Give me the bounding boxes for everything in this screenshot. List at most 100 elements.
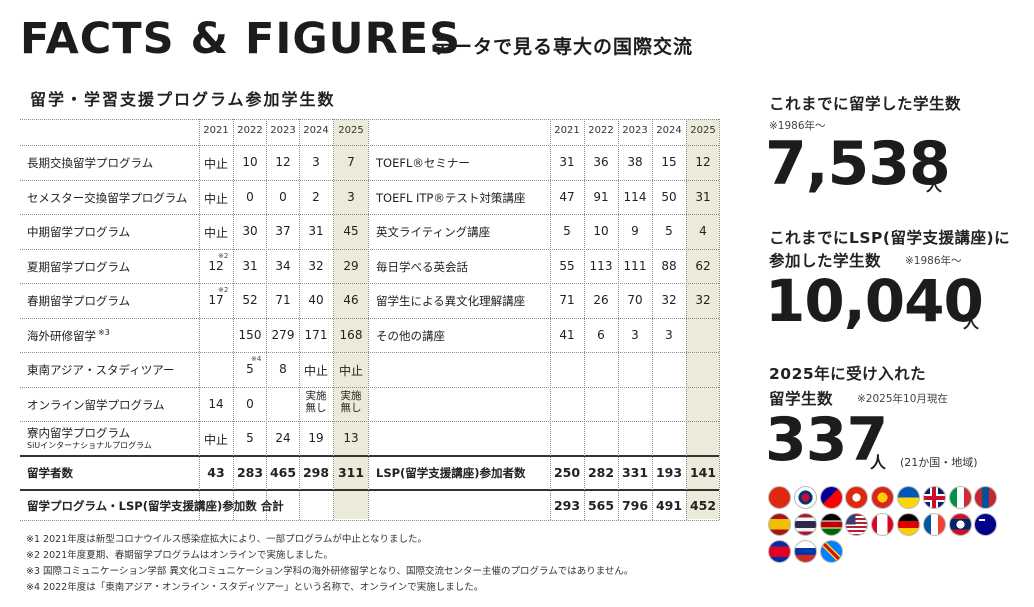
table-cell: 113 — [589, 259, 613, 273]
year-header: 2022 — [588, 125, 614, 136]
section-title: 留学・学習支援プログラム参加学生数 — [30, 90, 336, 109]
stat-unit: 人 — [870, 453, 887, 472]
table-cell: 15 — [661, 155, 677, 169]
table-cell: 12 — [695, 155, 711, 169]
total-cell: 43 — [207, 465, 225, 480]
flag-australia-icon — [974, 513, 998, 536]
course-label: TOEFL®セミナー — [376, 156, 470, 170]
year-header: 2022 — [237, 125, 263, 136]
flag-united-states-icon — [845, 513, 869, 536]
flag-south-korea-icon — [793, 486, 817, 509]
total-label: LSP(留学支援講座)参加者数 — [376, 466, 526, 480]
total-cell: 331 — [621, 465, 649, 480]
table-cell: 0 — [246, 190, 254, 204]
table-cell: 36 — [593, 155, 609, 169]
row-divider — [20, 283, 719, 284]
table-cell: 168 — [339, 328, 363, 342]
program-label: 夏期留学プログラム — [27, 260, 131, 274]
table-cell: 5 — [563, 224, 571, 238]
table-cell: 19 — [308, 431, 324, 445]
table-cell: 6 — [597, 328, 605, 342]
grand-total-cell: 452 — [689, 498, 717, 513]
footnote-marker: ※4 — [251, 355, 262, 363]
column-divider — [333, 119, 334, 520]
table-cell: 32 — [308, 259, 324, 273]
table-cell: 91 — [593, 190, 609, 204]
course-label: 留学生による異文化理解講座 — [376, 294, 526, 308]
table-cell: 12 — [275, 155, 291, 169]
table-cell: 10 — [593, 224, 609, 238]
table-cell: 中止 — [203, 433, 228, 447]
footnote-marker: ※2 — [218, 286, 229, 294]
year-header: 2021 — [203, 125, 229, 136]
program-sublabel: SiUインターナショナルプログラム — [27, 441, 152, 450]
course-label: 英文ライティング講座 — [376, 225, 491, 239]
column-divider — [199, 119, 200, 520]
year-header: 2023 — [270, 125, 296, 136]
column-divider — [652, 119, 653, 520]
table-cell: 88 — [661, 259, 677, 273]
table-cell: 29 — [343, 259, 359, 273]
total-cell: 141 — [689, 465, 717, 480]
table-cell: 62 — [695, 259, 711, 273]
table-cell: 5 — [665, 224, 673, 238]
footnote-4: ※4 2022年度は「東南アジア・オンライン・スタディツアー」という名称で、オン… — [26, 582, 484, 593]
footnote-marker: ※3 — [98, 328, 110, 338]
table-cell: 実施 無し — [305, 390, 327, 414]
table-cell: 26 — [593, 293, 609, 307]
flag-taiwan-icon — [819, 486, 843, 509]
column-divider — [618, 119, 619, 520]
program-label: オンライン留学プログラム — [27, 398, 165, 412]
flag-spain-icon — [768, 513, 791, 536]
row-divider — [20, 249, 719, 250]
table-cell: 70 — [627, 293, 643, 307]
course-label: その他の講座 — [376, 329, 445, 343]
table-cell: 14 — [208, 397, 224, 411]
table-cell: 47 — [559, 190, 575, 204]
flag-dr-congo-icon — [819, 540, 843, 563]
flag-vietnam-icon — [871, 486, 895, 509]
table-cell: 34 — [275, 259, 291, 273]
year-header: 2025 — [690, 125, 716, 136]
flag-canada-icon — [871, 513, 895, 536]
stat-unit: 人 — [963, 313, 980, 332]
flag-thailand-icon — [793, 513, 817, 536]
row-divider — [20, 214, 719, 215]
program-label: 海外研修留学 ※3 — [27, 328, 110, 343]
grand-total-label: 留学プログラム・LSP(留学支援講座)参加数 合計 — [27, 499, 284, 513]
table-cell: 31 — [559, 155, 575, 169]
table-cell: 中止 — [303, 364, 328, 378]
row-divider — [20, 119, 719, 120]
table-cell: 41 — [559, 328, 575, 342]
program-label: 東南アジア・スタディツアー — [27, 363, 175, 377]
table-cell: 5 — [246, 431, 254, 445]
flag-laos-icon — [948, 513, 972, 536]
table-cell: 150 — [238, 328, 262, 342]
flag-cambodia-icon — [768, 540, 791, 563]
stat-label: 2025年に受け入れた — [769, 365, 927, 383]
column-divider — [719, 119, 720, 520]
stat-value: 7,538 — [765, 129, 951, 199]
page-subtitle: データで見る専大の国際交流 — [433, 36, 694, 58]
table-cell: 279 — [271, 328, 295, 342]
flag-ukraine-icon — [897, 486, 920, 509]
stat-label: これまでにLSP(留学支援講座)に — [769, 229, 1011, 247]
flag-france-icon — [922, 513, 946, 536]
total-cell: 311 — [337, 465, 365, 480]
total-cell: 193 — [655, 465, 683, 480]
column-divider — [584, 119, 585, 520]
row-divider — [20, 421, 719, 422]
row-divider — [20, 180, 719, 181]
table-cell: 3 — [312, 155, 320, 169]
table-cell: 17 — [208, 293, 224, 307]
footnote-2: ※2 2021年度夏期、春期留学プログラムはオンラインで実施しました。 — [26, 550, 333, 561]
year-header: 2024 — [656, 125, 682, 136]
year-header: 2023 — [622, 125, 648, 136]
column-divider — [368, 119, 369, 520]
table-cell: 13 — [343, 431, 359, 445]
table-cell: 8 — [279, 362, 287, 376]
course-label: 毎日学べる英会話 — [376, 260, 468, 274]
table-cell: 32 — [661, 293, 677, 307]
table-cell: 30 — [242, 224, 258, 238]
table-cell: 中止 — [338, 364, 363, 378]
